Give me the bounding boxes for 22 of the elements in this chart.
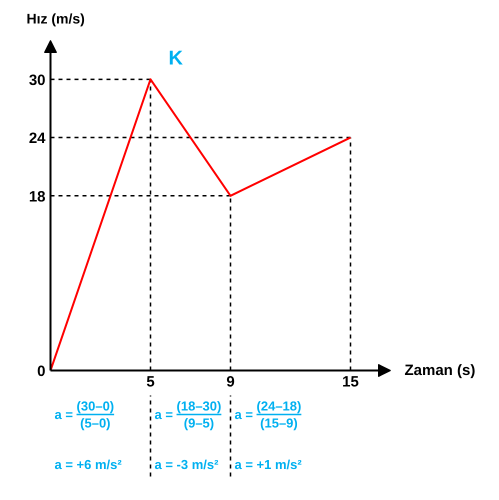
text: a = — [234, 407, 254, 422]
y-tick-label: 18 — [28, 188, 46, 206]
text: (18–30) — [176, 398, 222, 414]
y-axis-title: Hız (m/s) — [26, 10, 85, 26]
y-tick-label: 30 — [28, 72, 46, 89]
text: a = +1 m/s² — [234, 457, 302, 472]
text: a = — [154, 407, 174, 422]
text: a = +6 m/s² — [54, 457, 122, 472]
text: (30–0) — [76, 398, 114, 414]
y-tick-label: 24 — [28, 130, 46, 148]
text: (5–0) — [80, 416, 111, 430]
x-tick-label: 15 — [342, 374, 359, 390]
x-tick-label: 5 — [146, 374, 155, 390]
x-axis-title: Zaman (s) — [404, 362, 476, 379]
y-tick-label: 0 — [37, 363, 46, 380]
text: (9–5) — [184, 416, 214, 430]
annotation: K — [168, 47, 184, 70]
text: a = — [54, 407, 74, 422]
text: (24–18) — [256, 398, 302, 414]
x-tick-label: 9 — [226, 374, 235, 390]
text: (15–9) — [260, 416, 298, 430]
text: a = -3 m/s² — [154, 457, 220, 472]
